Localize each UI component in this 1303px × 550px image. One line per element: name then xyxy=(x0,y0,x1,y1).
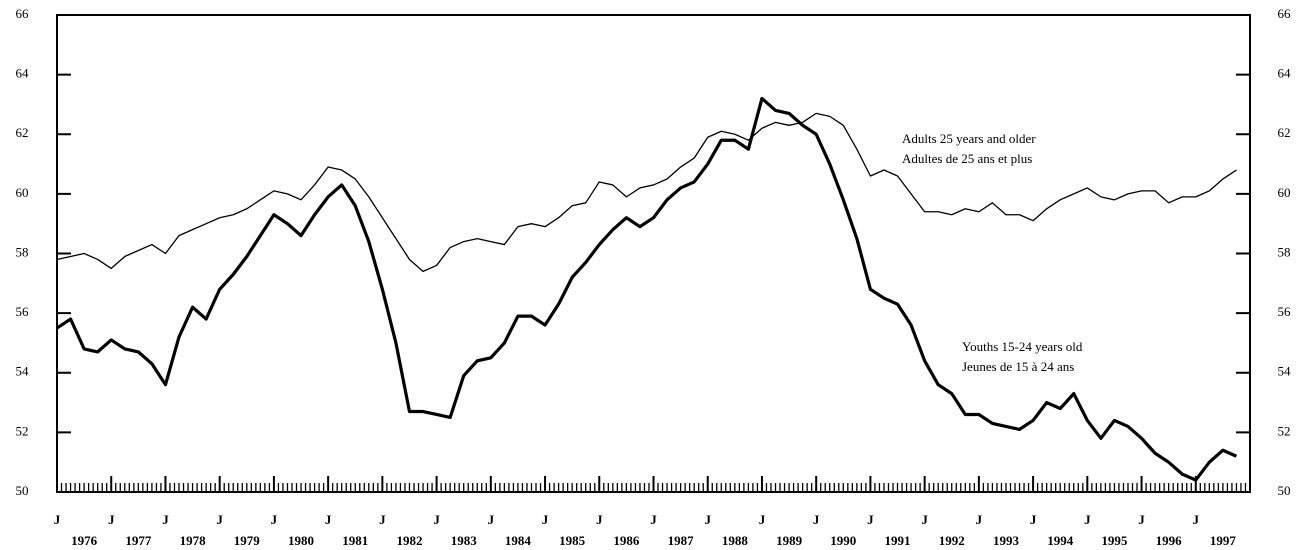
y2-tick-label: 60 xyxy=(1278,185,1291,200)
year-label: 1985 xyxy=(559,533,586,548)
x-tick-label: J xyxy=(271,512,278,527)
x-tick-label: J xyxy=(704,512,711,527)
y-tick-label: 54 xyxy=(16,364,30,379)
x-tick-label: J xyxy=(1084,512,1091,527)
year-label: 1987 xyxy=(668,533,695,548)
x-tick-label: J xyxy=(433,512,440,527)
x-tick-label: J xyxy=(867,512,874,527)
year-label: 1997 xyxy=(1210,533,1237,548)
year-label: 1991 xyxy=(885,533,911,548)
plot-frame xyxy=(56,14,1251,493)
x-tick-label: J xyxy=(1030,512,1037,527)
y2-tick-label: 66 xyxy=(1278,6,1292,21)
y2-tick-label: 54 xyxy=(1278,364,1292,379)
adults-label: Adults 25 years and older xyxy=(902,131,1036,146)
x-tick-label: J xyxy=(542,512,549,527)
y-tick-label: 50 xyxy=(16,483,29,498)
y-tick-label: 58 xyxy=(16,244,29,259)
x-tick-label: J xyxy=(162,512,169,527)
y2-tick-label: 52 xyxy=(1278,423,1291,438)
year-label: 1982 xyxy=(396,533,422,548)
year-label: 1995 xyxy=(1101,533,1128,548)
x-tick-label: J xyxy=(379,512,386,527)
adults-label-fr: Adultes de 25 ans et plus xyxy=(902,151,1032,166)
x-tick-label: J xyxy=(759,512,766,527)
x-tick-label: J xyxy=(488,512,495,527)
y-tick-label: 62 xyxy=(16,125,29,140)
year-label: 1992 xyxy=(939,533,965,548)
year-label: 1989 xyxy=(776,533,803,548)
y2-tick-label: 56 xyxy=(1278,304,1292,319)
year-label: 1990 xyxy=(830,533,856,548)
y-tick-label: 66 xyxy=(16,6,30,21)
year-label: 1988 xyxy=(722,533,749,548)
year-label: 1983 xyxy=(451,533,478,548)
youths-label: Youths 15-24 years old xyxy=(962,339,1083,354)
y2-tick-label: 50 xyxy=(1278,483,1291,498)
series-line xyxy=(56,112,1237,273)
x-tick-label: J xyxy=(108,512,115,527)
y2-tick-label: 62 xyxy=(1278,125,1291,140)
year-label: 1993 xyxy=(993,533,1020,548)
year-label: 1986 xyxy=(613,533,640,548)
x-tick-label: J xyxy=(921,512,928,527)
x-tick-label: J xyxy=(1193,512,1200,527)
x-tick-label: J xyxy=(1138,512,1145,527)
series-line xyxy=(56,96,1238,482)
x-tick-label: J xyxy=(216,512,223,527)
y2-tick-label: 58 xyxy=(1278,244,1291,259)
y-tick-label: 64 xyxy=(16,66,30,81)
y-tick-label: 56 xyxy=(16,304,30,319)
year-label: 1981 xyxy=(342,533,368,548)
year-label: 1984 xyxy=(505,533,532,548)
year-label: 1980 xyxy=(288,533,314,548)
year-label: 1978 xyxy=(180,533,207,548)
x-tick-label: J xyxy=(813,512,820,527)
x-tick-label: J xyxy=(325,512,332,527)
x-tick-label: J xyxy=(596,512,603,527)
y2-tick-label: 64 xyxy=(1278,66,1292,81)
x-tick-label: J xyxy=(650,512,657,527)
year-label: 1996 xyxy=(1156,533,1183,548)
year-label: 1977 xyxy=(125,533,152,548)
year-label: 1976 xyxy=(71,533,98,548)
year-label: 1979 xyxy=(234,533,261,548)
year-label: 1994 xyxy=(1047,533,1074,548)
youths-label-fr: Jeunes de 15 à 24 ans xyxy=(962,359,1074,374)
x-tick-label: J xyxy=(976,512,983,527)
x-tick-label: J xyxy=(54,512,61,527)
y-tick-label: 60 xyxy=(16,185,29,200)
y-tick-label: 52 xyxy=(16,423,29,438)
